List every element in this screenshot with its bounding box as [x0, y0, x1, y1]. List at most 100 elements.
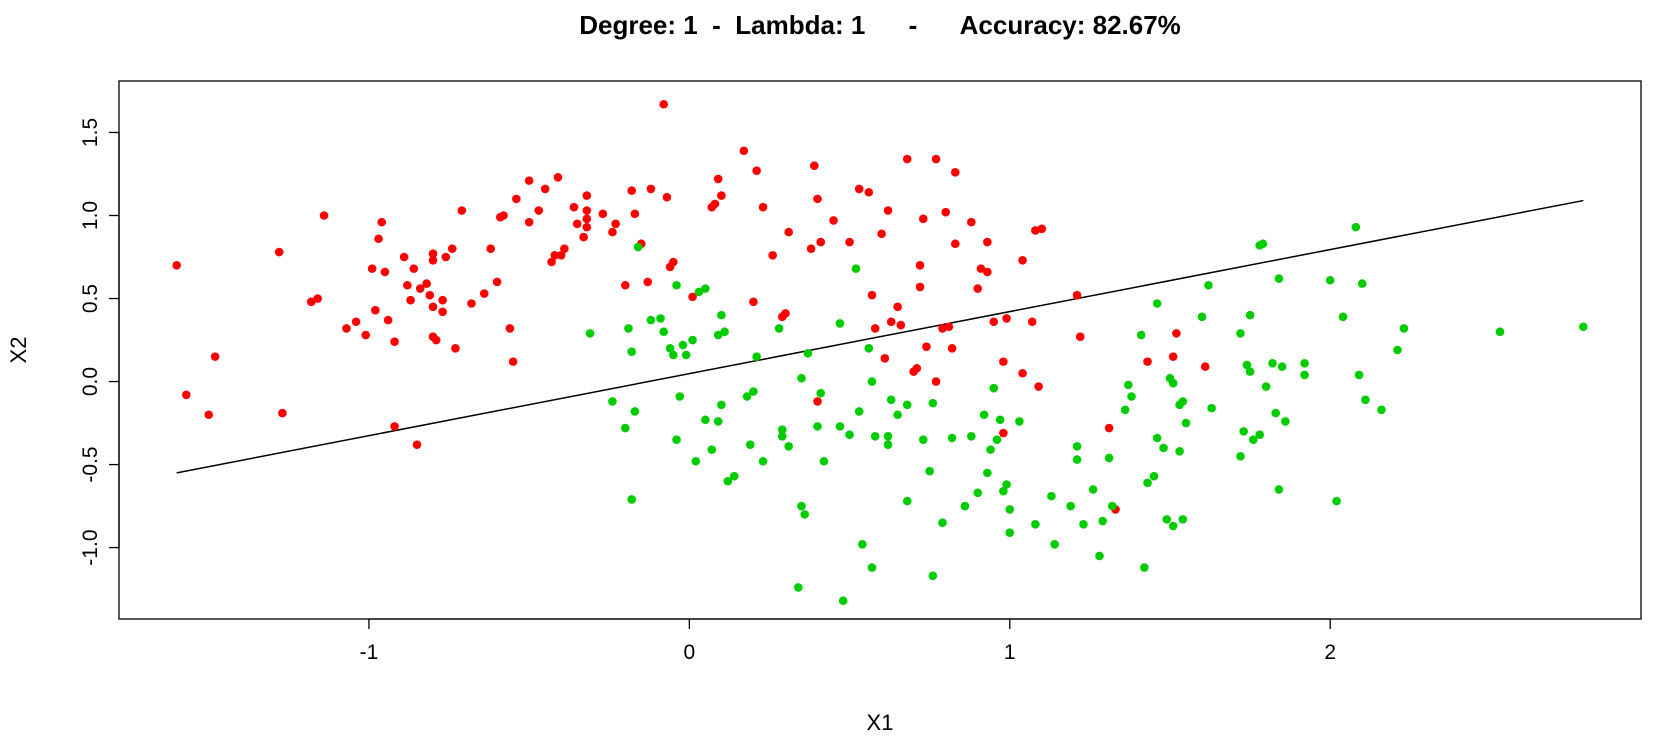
- green-point: [723, 476, 733, 486]
- decision-boundary-line: [176, 199, 1584, 474]
- red-point: [371, 305, 380, 315]
- red-point: [768, 251, 777, 260]
- green-point: [1399, 324, 1409, 333]
- green-point: [713, 330, 723, 340]
- red-point: [306, 297, 316, 307]
- red-point: [1072, 290, 1082, 300]
- green-point: [1204, 280, 1213, 290]
- green-point: [1098, 516, 1107, 526]
- green-point: [646, 315, 656, 325]
- green-point: [999, 486, 1008, 496]
- green-point: [745, 440, 755, 449]
- green-point: [1120, 405, 1130, 415]
- green-point: [713, 417, 723, 426]
- red-point: [983, 267, 992, 277]
- red-point: [854, 184, 864, 194]
- green-point: [1124, 380, 1133, 390]
- green-point: [819, 456, 829, 466]
- red-point: [893, 302, 902, 312]
- green-point: [784, 442, 793, 451]
- red-point: [534, 206, 544, 215]
- red-point: [864, 187, 874, 197]
- red-point: [403, 280, 412, 290]
- green-point: [1095, 551, 1104, 561]
- green-point: [883, 432, 893, 441]
- green-point: [1579, 322, 1588, 332]
- green-point: [1127, 392, 1136, 401]
- green-point: [938, 518, 947, 527]
- points-layer: [172, 99, 1588, 606]
- green-point: [800, 510, 810, 519]
- red-point: [915, 261, 925, 270]
- green-point: [1351, 222, 1361, 232]
- green-point: [1207, 403, 1216, 413]
- green-point: [701, 415, 710, 425]
- green-point: [1261, 382, 1271, 391]
- red-point: [390, 337, 399, 346]
- green-point: [681, 350, 691, 360]
- red-point: [710, 199, 720, 209]
- y-tick-label: 1.0: [79, 201, 102, 230]
- green-point: [1152, 299, 1162, 308]
- green-point: [967, 432, 976, 441]
- y-tick-label: 0.5: [79, 284, 102, 313]
- red-point: [902, 154, 912, 164]
- red-point: [415, 284, 425, 293]
- red-point: [447, 244, 457, 254]
- green-point: [1277, 362, 1287, 371]
- green-point: [1245, 310, 1255, 320]
- red-point: [931, 377, 941, 386]
- red-point: [569, 202, 579, 212]
- green-point: [1354, 370, 1364, 380]
- green-point: [870, 432, 880, 441]
- y-tick-label: 1.5: [79, 118, 102, 147]
- green-point: [1168, 521, 1178, 531]
- red-point: [524, 176, 534, 185]
- red-point: [688, 292, 697, 302]
- green-point: [1357, 279, 1367, 288]
- green-point: [1159, 443, 1168, 453]
- red-point: [550, 251, 560, 260]
- green-point: [1325, 275, 1335, 285]
- green-point: [1178, 397, 1188, 406]
- red-point: [784, 227, 793, 237]
- green-point: [793, 583, 803, 592]
- green-point: [1274, 485, 1284, 494]
- green-point: [1088, 485, 1098, 494]
- red-point: [582, 222, 592, 232]
- green-point: [774, 324, 784, 333]
- green-point: [851, 264, 861, 273]
- red-point: [659, 99, 669, 109]
- green-point: [717, 400, 726, 410]
- red-point: [620, 280, 630, 290]
- red-point: [967, 217, 976, 227]
- red-point: [457, 206, 467, 215]
- red-point: [643, 277, 652, 287]
- red-point: [278, 408, 287, 418]
- green-point: [835, 319, 845, 328]
- red-point: [758, 202, 768, 212]
- green-point: [717, 310, 726, 320]
- green-point: [854, 407, 864, 416]
- red-point: [492, 277, 502, 287]
- red-point: [810, 161, 819, 170]
- green-point: [1236, 451, 1245, 461]
- green-point: [656, 314, 665, 323]
- green-point: [707, 445, 717, 454]
- red-point: [915, 282, 925, 292]
- red-point: [412, 440, 422, 449]
- green-point: [1050, 539, 1059, 549]
- green-point: [1015, 417, 1024, 426]
- red-point: [181, 390, 191, 400]
- green-point: [627, 347, 636, 356]
- red-point: [560, 244, 569, 254]
- red-point: [1018, 368, 1027, 378]
- red-point: [630, 209, 640, 219]
- red-point: [553, 173, 563, 182]
- red-point: [556, 251, 566, 260]
- green-point: [1072, 455, 1082, 464]
- red-point: [1037, 224, 1047, 234]
- green-point: [1361, 395, 1370, 405]
- red-point: [1002, 314, 1011, 323]
